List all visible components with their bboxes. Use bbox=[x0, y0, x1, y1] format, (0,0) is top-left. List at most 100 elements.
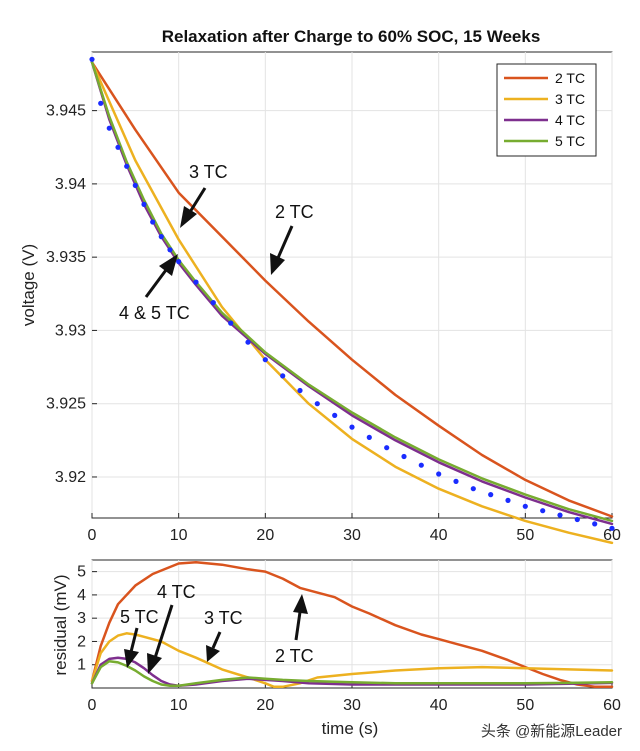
measured-point bbox=[167, 247, 173, 253]
measured-point bbox=[401, 453, 407, 460]
x-tick-label: 60 bbox=[603, 527, 621, 544]
legend-label: 2 TC bbox=[555, 70, 585, 86]
measured-point bbox=[89, 56, 95, 62]
arrowhead-2tc-bottom bbox=[293, 594, 308, 614]
y-tick-label: 3.945 bbox=[46, 103, 86, 120]
measured-point bbox=[228, 320, 234, 326]
x-tick-label: 20 bbox=[256, 697, 274, 714]
arrowhead-4and5tc-top bbox=[159, 254, 178, 276]
arrowhead-5tc-bottom bbox=[124, 649, 139, 668]
arrowhead-3tc-top bbox=[180, 206, 197, 228]
x-tick-label: 10 bbox=[170, 527, 188, 544]
measured-point bbox=[453, 478, 459, 484]
series-line-3tc bbox=[90, 61, 614, 545]
arrow-4and5tc-top bbox=[144, 269, 168, 298]
residual-chart: 1 2 3 4 5 0 10 20 30 40 50 60 residual (mV) time (… bbox=[51, 559, 621, 738]
y-tick-label: 3.93 bbox=[55, 322, 86, 339]
measured-point bbox=[505, 497, 511, 503]
y-tick-label: 3.935 bbox=[46, 249, 86, 266]
measured-point bbox=[592, 521, 598, 527]
measured-voltage-points bbox=[89, 56, 615, 531]
y-tick-label: 3.925 bbox=[46, 396, 86, 413]
voltage-annotations: 3 TC 2 TC 4 & 5 TC bbox=[119, 162, 314, 323]
x-tick-label: 30 bbox=[343, 697, 361, 714]
x-tick-label: 60 bbox=[603, 697, 621, 714]
measured-point bbox=[98, 100, 104, 106]
voltage-chart: Relaxation after Charge to 60% SOC, 15 W… bbox=[19, 27, 621, 545]
measured-point bbox=[124, 163, 130, 169]
time-x-axis-label: time (s) bbox=[322, 719, 379, 738]
y-tick-label: 4 bbox=[77, 587, 86, 604]
y-tick-label: 3.92 bbox=[55, 469, 86, 486]
measured-point bbox=[297, 387, 303, 394]
measured-point bbox=[574, 516, 580, 523]
arrow-3tc-bottom bbox=[211, 631, 222, 649]
measured-point bbox=[332, 412, 338, 418]
arrow-2tc-top bbox=[276, 225, 294, 259]
chart-title: Relaxation after Charge to 60% SOC, 15 W… bbox=[162, 27, 541, 46]
legend-label: 4 TC bbox=[555, 112, 585, 128]
measured-point bbox=[609, 525, 615, 531]
annotation-2tc-top: 2 TC bbox=[275, 202, 314, 222]
arrowhead-3tc-bottom bbox=[206, 645, 220, 662]
measured-point bbox=[280, 373, 286, 379]
series-line-2tc bbox=[90, 61, 614, 518]
y-tick-label: 3 bbox=[77, 610, 86, 627]
annotation-5tc-bottom: 5 TC bbox=[120, 607, 159, 627]
measured-point bbox=[150, 219, 156, 225]
arrow-2tc-bottom bbox=[294, 611, 302, 641]
measured-point bbox=[488, 492, 494, 498]
measured-point bbox=[540, 508, 546, 514]
y-tick-label: 2 bbox=[77, 633, 86, 650]
measured-point bbox=[193, 279, 199, 285]
x-tick-label: 0 bbox=[88, 527, 97, 544]
measured-point bbox=[210, 300, 216, 306]
series-line-5tc bbox=[90, 61, 614, 523]
voltage-series bbox=[90, 61, 614, 545]
measured-point bbox=[557, 512, 563, 518]
legend-label: 5 TC bbox=[555, 133, 585, 149]
measured-point bbox=[106, 125, 112, 131]
voltage-y-axis-label: voltage (V) bbox=[19, 244, 38, 326]
voltage-y-ticks: 3.92 3.925 3.93 3.935 3.94 3.945 bbox=[46, 103, 97, 486]
watermark: 头条 @新能源Leader bbox=[481, 723, 622, 740]
residual-annotations: 5 TC 4 TC 3 TC 2 TC bbox=[120, 582, 314, 674]
measured-point bbox=[384, 445, 390, 451]
measured-point bbox=[158, 234, 164, 240]
annotation-3tc-bottom: 3 TC bbox=[204, 608, 243, 628]
measured-point bbox=[141, 201, 147, 207]
measured-point bbox=[245, 339, 251, 345]
measured-point bbox=[418, 462, 424, 468]
measured-point bbox=[115, 144, 121, 150]
arrowhead-4tc-bottom bbox=[147, 653, 162, 674]
measured-point bbox=[132, 182, 138, 188]
measured-point bbox=[366, 434, 372, 440]
residual-grid bbox=[91, 560, 613, 688]
x-tick-label: 30 bbox=[343, 527, 361, 544]
annotation-3tc-top: 3 TC bbox=[189, 162, 228, 182]
measured-point bbox=[522, 503, 528, 509]
x-tick-label: 50 bbox=[516, 527, 534, 544]
measured-point bbox=[262, 357, 268, 363]
x-tick-label: 50 bbox=[516, 697, 534, 714]
annotation-4and5tc-top: 4 & 5 TC bbox=[119, 303, 190, 323]
x-tick-label: 40 bbox=[430, 527, 448, 544]
x-tick-label: 0 bbox=[88, 697, 97, 714]
legend: 2 TC 3 TC 4 TC 5 TC bbox=[496, 63, 597, 157]
annotation-4tc-bottom: 4 TC bbox=[157, 582, 196, 602]
y-tick-label: 1 bbox=[77, 657, 86, 674]
measured-point bbox=[470, 486, 476, 492]
voltage-x-ticks: 0 10 20 30 40 50 60 bbox=[88, 513, 621, 544]
annotation-2tc-bottom: 2 TC bbox=[275, 646, 314, 666]
arrowhead-2tc-top bbox=[270, 253, 285, 275]
x-tick-label: 20 bbox=[256, 527, 274, 544]
residual-y-axis-label: residual (mV) bbox=[51, 574, 70, 675]
arrow-3tc-top bbox=[188, 187, 207, 213]
y-tick-label: 3.94 bbox=[55, 176, 86, 193]
series-line-5tc bbox=[90, 659, 614, 687]
arrow-4tc-bottom bbox=[153, 604, 174, 659]
measured-point bbox=[314, 401, 320, 407]
x-tick-label: 10 bbox=[170, 697, 188, 714]
arrow-5tc-bottom bbox=[129, 627, 139, 653]
